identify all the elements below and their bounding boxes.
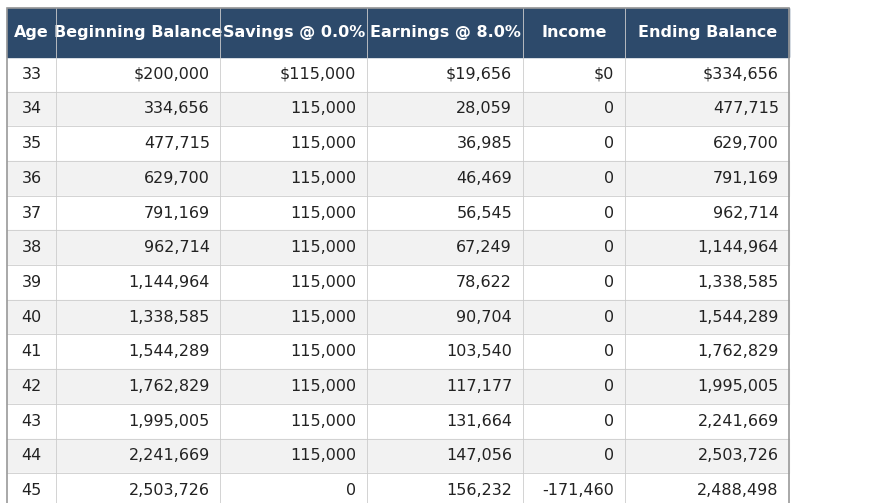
Bar [7, 300, 789, 334]
Text: 334,656: 334,656 [144, 102, 210, 116]
Text: 147,056: 147,056 [446, 449, 512, 463]
Text: 0: 0 [605, 414, 614, 429]
Text: 1,338,585: 1,338,585 [698, 275, 779, 290]
Text: 629,700: 629,700 [144, 171, 210, 186]
Text: 1,544,289: 1,544,289 [128, 345, 210, 359]
Text: 42: 42 [21, 379, 42, 394]
Text: 41: 41 [21, 345, 42, 359]
Text: 115,000: 115,000 [291, 310, 356, 324]
Text: 67,249: 67,249 [456, 240, 512, 255]
Text: 1,762,829: 1,762,829 [697, 345, 779, 359]
Text: 40: 40 [21, 310, 42, 324]
Text: 117,177: 117,177 [445, 379, 512, 394]
Text: 0: 0 [605, 345, 614, 359]
Text: 33: 33 [21, 67, 42, 81]
Text: 115,000: 115,000 [291, 449, 356, 463]
Text: Beginning Balance: Beginning Balance [54, 25, 222, 40]
Text: 90,704: 90,704 [456, 310, 512, 324]
Text: 629,700: 629,700 [713, 136, 779, 151]
Text: 0: 0 [605, 310, 614, 324]
Text: 46,469: 46,469 [456, 171, 512, 186]
Text: $0: $0 [594, 67, 614, 81]
Text: 1,762,829: 1,762,829 [128, 379, 210, 394]
Text: 34: 34 [21, 102, 42, 116]
Text: 791,169: 791,169 [144, 206, 210, 220]
Text: 115,000: 115,000 [291, 206, 356, 220]
Text: 0: 0 [347, 483, 356, 498]
Text: 115,000: 115,000 [291, 171, 356, 186]
Bar [7, 230, 789, 265]
Text: 39: 39 [21, 275, 42, 290]
Text: Age: Age [14, 25, 49, 40]
Text: 115,000: 115,000 [291, 345, 356, 359]
Text: 962,714: 962,714 [144, 240, 210, 255]
Text: 2,241,669: 2,241,669 [129, 449, 210, 463]
Text: 0: 0 [605, 136, 614, 151]
Text: Savings @ 0.0%: Savings @ 0.0% [222, 25, 365, 40]
Text: 103,540: 103,540 [446, 345, 512, 359]
Text: 2,503,726: 2,503,726 [698, 449, 779, 463]
Text: $115,000: $115,000 [280, 67, 356, 81]
Text: 2,488,498: 2,488,498 [697, 483, 779, 498]
Text: 1,544,289: 1,544,289 [697, 310, 779, 324]
Text: -171,460: -171,460 [542, 483, 614, 498]
Text: 0: 0 [605, 275, 614, 290]
Text: 115,000: 115,000 [291, 414, 356, 429]
Text: 43: 43 [21, 414, 42, 429]
Text: 0: 0 [605, 379, 614, 394]
Bar [7, 473, 789, 503]
Text: 156,232: 156,232 [446, 483, 512, 498]
Text: 477,715: 477,715 [713, 102, 779, 116]
Bar [7, 196, 789, 230]
Bar [7, 439, 789, 473]
Text: 56,545: 56,545 [456, 206, 512, 220]
Text: 131,664: 131,664 [446, 414, 512, 429]
Text: 0: 0 [605, 449, 614, 463]
Bar [7, 57, 789, 92]
Text: 115,000: 115,000 [291, 275, 356, 290]
Text: 38: 38 [21, 240, 42, 255]
Text: 0: 0 [605, 206, 614, 220]
Text: 45: 45 [21, 483, 42, 498]
Text: 791,169: 791,169 [713, 171, 779, 186]
Text: 78,622: 78,622 [456, 275, 512, 290]
Text: 0: 0 [605, 102, 614, 116]
Text: 0: 0 [605, 240, 614, 255]
Text: 115,000: 115,000 [291, 379, 356, 394]
Text: 1,144,964: 1,144,964 [697, 240, 779, 255]
Text: 35: 35 [21, 136, 42, 151]
Text: 2,503,726: 2,503,726 [129, 483, 210, 498]
Text: 115,000: 115,000 [291, 102, 356, 116]
Bar [7, 126, 789, 161]
Text: 0: 0 [605, 171, 614, 186]
Text: 1,144,964: 1,144,964 [128, 275, 210, 290]
Text: 37: 37 [21, 206, 42, 220]
Text: $200,000: $200,000 [133, 67, 210, 81]
Text: 1,338,585: 1,338,585 [129, 310, 210, 324]
Text: Income: Income [541, 25, 606, 40]
Text: 44: 44 [21, 449, 42, 463]
Text: $19,656: $19,656 [446, 67, 512, 81]
Text: 477,715: 477,715 [144, 136, 210, 151]
Text: 36: 36 [21, 171, 42, 186]
Bar [7, 8, 789, 503]
Text: 962,714: 962,714 [713, 206, 779, 220]
Text: $334,656: $334,656 [703, 67, 779, 81]
Bar [7, 92, 789, 126]
Bar [7, 404, 789, 439]
Text: 2,241,669: 2,241,669 [698, 414, 779, 429]
Text: 36,985: 36,985 [456, 136, 512, 151]
Text: 1,995,005: 1,995,005 [129, 414, 210, 429]
Bar [7, 8, 789, 57]
Text: 28,059: 28,059 [456, 102, 512, 116]
Text: 115,000: 115,000 [291, 240, 356, 255]
Text: Ending Balance: Ending Balance [637, 25, 777, 40]
Bar [7, 265, 789, 300]
Bar [7, 369, 789, 404]
Text: 1,995,005: 1,995,005 [698, 379, 779, 394]
Bar [7, 334, 789, 369]
Text: Earnings @ 8.0%: Earnings @ 8.0% [370, 25, 520, 40]
Bar [7, 161, 789, 196]
Text: 115,000: 115,000 [291, 136, 356, 151]
